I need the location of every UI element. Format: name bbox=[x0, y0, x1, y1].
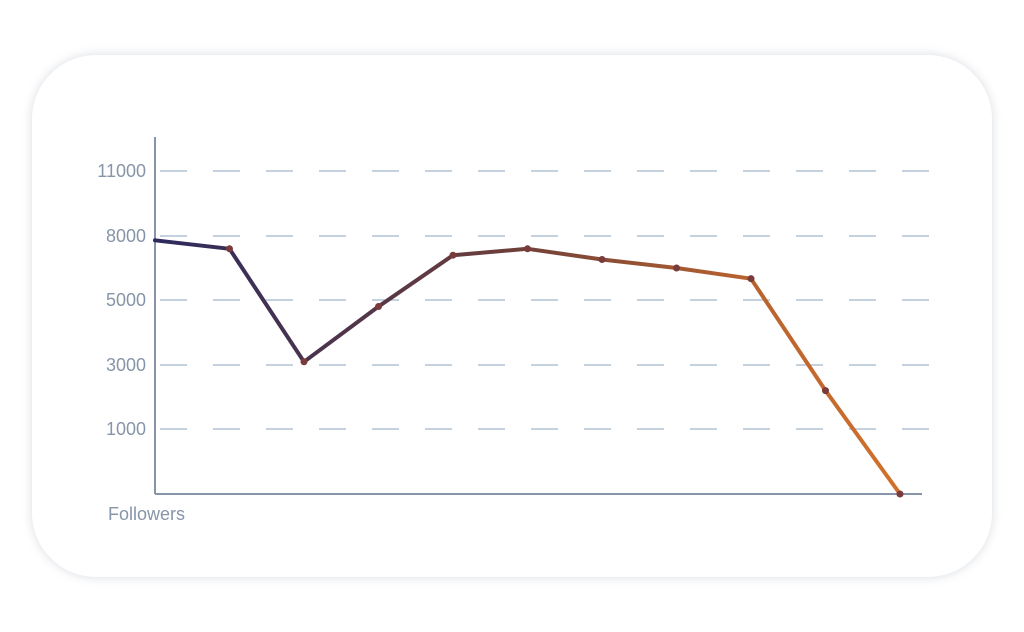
data-point bbox=[300, 358, 308, 366]
y-tick-label: 11000 bbox=[97, 161, 146, 181]
data-points bbox=[226, 245, 904, 498]
chart-card bbox=[32, 55, 992, 577]
y-tick-label: 8000 bbox=[106, 226, 146, 246]
y-tick-label: 1000 bbox=[106, 419, 146, 439]
data-point bbox=[375, 303, 382, 310]
y-tick-labels: 1000 3000 5000 8000 11000 bbox=[97, 161, 146, 439]
series-line bbox=[153, 238, 902, 496]
gridlines bbox=[160, 170, 930, 430]
data-point bbox=[524, 245, 531, 253]
y-tick-label: 3000 bbox=[106, 355, 146, 375]
data-point bbox=[598, 255, 606, 263]
data-point bbox=[673, 264, 680, 272]
data-point bbox=[226, 245, 233, 253]
y-axis-label: Followers bbox=[108, 504, 185, 524]
data-point bbox=[896, 490, 904, 498]
data-point bbox=[449, 251, 457, 259]
y-tick-label: 5000 bbox=[106, 290, 146, 310]
data-point bbox=[822, 387, 829, 395]
data-point bbox=[747, 275, 755, 283]
